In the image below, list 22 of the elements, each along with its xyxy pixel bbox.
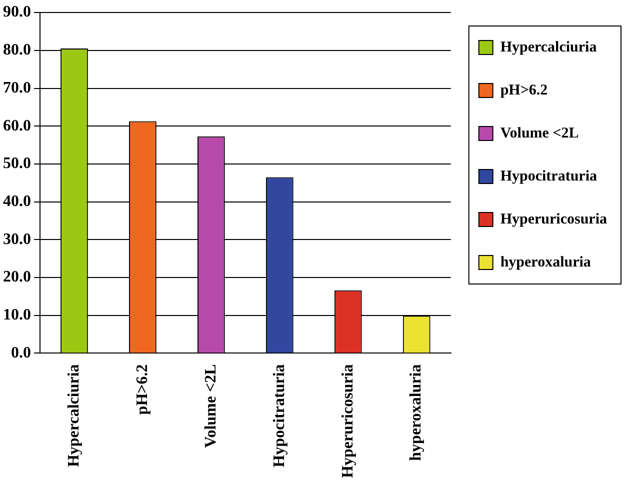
y-tick-label: 40.0 <box>3 192 31 210</box>
x-tick-label: Volume <2L <box>202 364 220 448</box>
legend-label: Hyperuricosuria <box>500 211 608 228</box>
legend-label: Volume <2L <box>500 125 579 142</box>
legend-label: pH>6.2 <box>500 82 548 98</box>
x-tick-label: hyperoxaluria <box>408 364 425 461</box>
y-tick-label: 10.0 <box>3 306 31 324</box>
x-tick-label: Hypocitraturia <box>270 364 288 468</box>
y-tick-label: 60.0 <box>3 117 31 134</box>
x-tick-label: Hyperuricosuria <box>339 364 356 478</box>
y-tick-label: 20.0 <box>3 268 31 286</box>
y-tick-label: 90.0 <box>3 4 31 21</box>
x-tick-label: pH>6.2 <box>134 364 151 415</box>
x-tick-label: Hypercalciuria <box>65 364 82 468</box>
y-tick-label: 80.0 <box>3 42 31 59</box>
y-tick-label: 70.0 <box>3 79 31 96</box>
legend-label: Hypocitraturia <box>500 168 598 184</box>
legend-label: hyperoxaluria <box>500 254 592 270</box>
y-tick-label: 50.0 <box>3 155 31 172</box>
y-tick-label: 0.0 <box>11 344 31 362</box>
y-tick-label: 30.0 <box>3 230 31 248</box>
legend-label: Hypercalciuria <box>500 39 598 56</box>
